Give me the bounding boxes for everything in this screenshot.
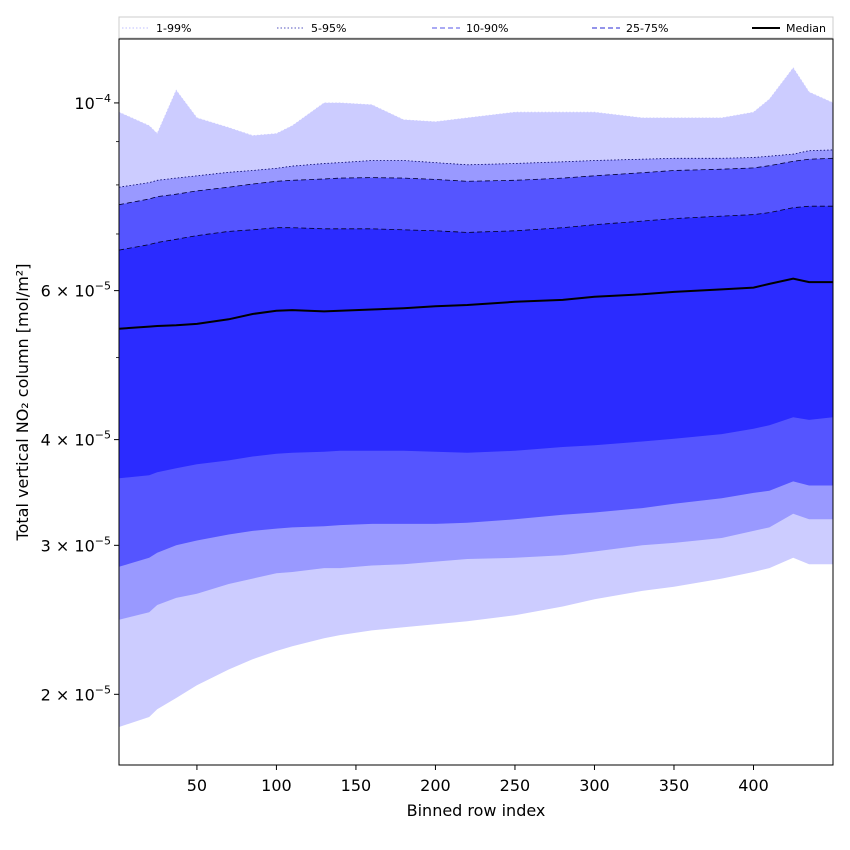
x-axis: 50 100 150 200 250 300 350 400 [187, 765, 769, 795]
median-line [119, 277, 833, 330]
legend-label-5-95: 5-95% [311, 22, 346, 35]
x-tick-label: 100 [261, 776, 292, 795]
x-tick-label: 150 [341, 776, 372, 795]
x-tick-label: 400 [738, 776, 769, 795]
y-tick-label: 6 × 10−5 [41, 280, 111, 301]
legend-label-median: Median [786, 22, 826, 35]
legend-label-1-99: 1-99% [156, 22, 191, 35]
y-tick-label: 4 × 10−5 [41, 429, 111, 450]
y-axis-label: Total vertical NO₂ column [mol/m²] [13, 264, 32, 542]
x-tick-label: 50 [187, 776, 207, 795]
legend-label-25-75: 25-75% [626, 22, 668, 35]
legend: 1-99% 5-95% 10-90% 25-75% Median [118, 16, 834, 39]
x-tick-label: 350 [659, 776, 690, 795]
band-upper-line-5-95 [119, 149, 833, 188]
legend-box [118, 16, 834, 39]
median-series [119, 277, 833, 330]
percentile-bands [119, 67, 833, 727]
x-tick-label: 200 [420, 776, 451, 795]
percentile-lines [119, 67, 833, 251]
band-upper-line-25-75 [119, 205, 833, 251]
legend-label-10-90: 10-90% [466, 22, 508, 35]
band-upper-line-1-99 [119, 67, 833, 137]
band-25-75 [119, 206, 833, 479]
band-upper-line-10-90 [119, 157, 833, 206]
x-axis-label: Binned row index [407, 801, 546, 820]
y-axis: 10−4 6 × 10−5 4 × 10−5 3 × 10−5 2 × 10−5 [41, 92, 119, 704]
x-tick-label: 250 [500, 776, 531, 795]
y-tick-label: 10−4 [74, 92, 111, 113]
plot-frame [118, 38, 834, 766]
x-tick-label: 300 [579, 776, 610, 795]
y-tick-label: 3 × 10−5 [41, 534, 111, 555]
y-tick-label: 2 × 10−5 [41, 683, 111, 704]
